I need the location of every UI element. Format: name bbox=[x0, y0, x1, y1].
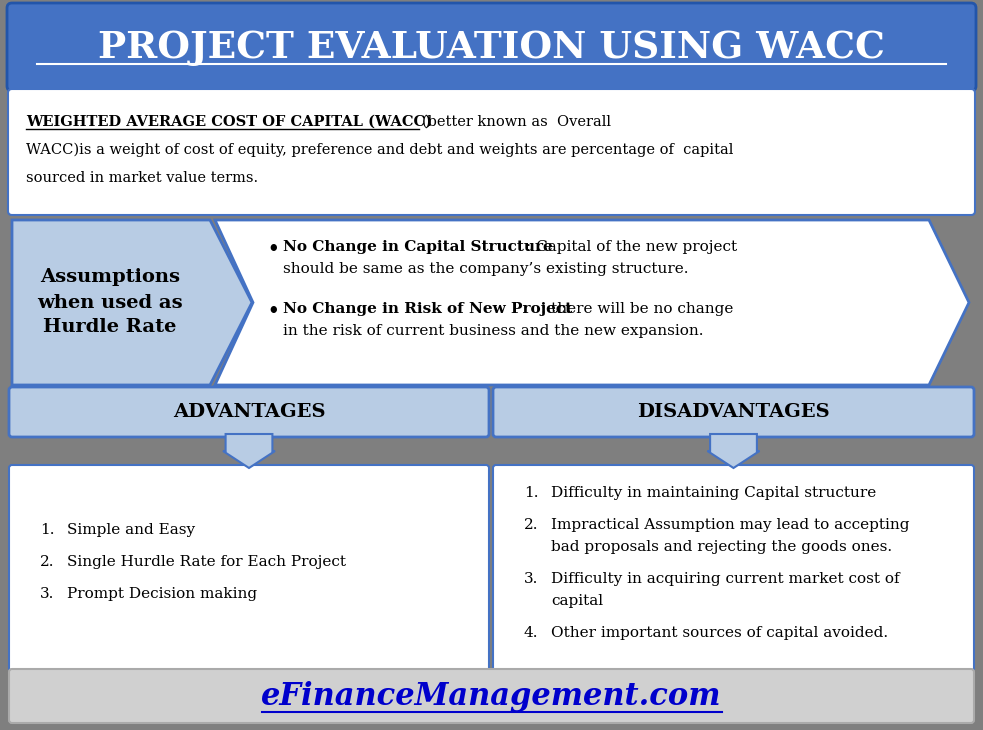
Text: capital: capital bbox=[551, 594, 604, 608]
Text: should be same as the company’s existing structure.: should be same as the company’s existing… bbox=[283, 262, 688, 276]
Text: Impractical Assumption may lead to accepting: Impractical Assumption may lead to accep… bbox=[551, 518, 909, 532]
Text: eFinanceManagement.com: eFinanceManagement.com bbox=[261, 680, 722, 712]
Text: 2.: 2. bbox=[40, 555, 54, 569]
Text: sourced in market value terms.: sourced in market value terms. bbox=[26, 171, 259, 185]
Text: Simple and Easy: Simple and Easy bbox=[67, 523, 195, 537]
Text: Other important sources of capital avoided.: Other important sources of capital avoid… bbox=[551, 626, 888, 640]
Text: Single Hurdle Rate for Each Project: Single Hurdle Rate for Each Project bbox=[67, 555, 346, 569]
FancyBboxPatch shape bbox=[493, 465, 974, 671]
Text: Assumptions
when used as
Hurdle Rate: Assumptions when used as Hurdle Rate bbox=[37, 269, 183, 337]
Polygon shape bbox=[12, 220, 252, 385]
Text: : there will be no change: : there will be no change bbox=[541, 302, 733, 316]
Text: ADVANTAGES: ADVANTAGES bbox=[173, 403, 325, 421]
Polygon shape bbox=[708, 434, 760, 468]
Text: •: • bbox=[267, 240, 278, 258]
Text: 2.: 2. bbox=[524, 518, 539, 532]
Text: 1.: 1. bbox=[40, 523, 54, 537]
FancyBboxPatch shape bbox=[8, 89, 975, 215]
Text: DISADVANTAGES: DISADVANTAGES bbox=[637, 403, 830, 421]
FancyBboxPatch shape bbox=[9, 669, 974, 723]
FancyBboxPatch shape bbox=[9, 465, 489, 671]
FancyBboxPatch shape bbox=[493, 387, 974, 437]
Text: PROJECT EVALUATION USING WACC: PROJECT EVALUATION USING WACC bbox=[98, 28, 885, 66]
FancyBboxPatch shape bbox=[9, 387, 489, 437]
Text: 3.: 3. bbox=[524, 572, 539, 586]
Text: Prompt Decision making: Prompt Decision making bbox=[67, 587, 258, 601]
Text: (better known as  Overall: (better known as Overall bbox=[422, 115, 611, 129]
Text: No Change in Capital Structure: No Change in Capital Structure bbox=[283, 240, 552, 254]
Polygon shape bbox=[215, 220, 969, 385]
Text: WACC)is a weight of cost of equity, preference and debt and weights are percenta: WACC)is a weight of cost of equity, pref… bbox=[26, 143, 733, 158]
Text: Difficulty in acquiring current market cost of: Difficulty in acquiring current market c… bbox=[551, 572, 899, 586]
Polygon shape bbox=[223, 434, 275, 468]
Text: 4.: 4. bbox=[524, 626, 539, 640]
Text: Difficulty in maintaining Capital structure: Difficulty in maintaining Capital struct… bbox=[551, 486, 876, 500]
Text: 1.: 1. bbox=[524, 486, 539, 500]
FancyBboxPatch shape bbox=[7, 3, 976, 91]
Text: : Capital of the new project: : Capital of the new project bbox=[526, 240, 737, 254]
Text: No Change in Risk of New Project: No Change in Risk of New Project bbox=[283, 302, 572, 316]
Text: bad proposals and rejecting the goods ones.: bad proposals and rejecting the goods on… bbox=[551, 540, 893, 554]
Text: 3.: 3. bbox=[40, 587, 54, 601]
Text: in the risk of current business and the new expansion.: in the risk of current business and the … bbox=[283, 324, 704, 338]
Text: •: • bbox=[267, 302, 278, 320]
Text: WEIGHTED AVERAGE COST OF CAPITAL (WACC): WEIGHTED AVERAGE COST OF CAPITAL (WACC) bbox=[26, 115, 437, 129]
